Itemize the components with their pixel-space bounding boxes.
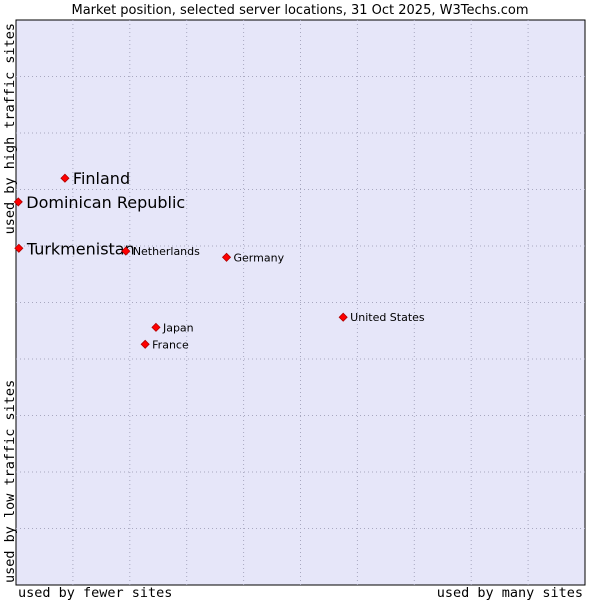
chart-title: Market position, selected server locatio…	[71, 3, 528, 18]
label-germany: Germany	[234, 251, 285, 264]
point-france	[140, 339, 150, 349]
x-label-right: used by many sites	[437, 585, 583, 600]
point-turkmenistan	[14, 243, 24, 253]
y-label-top: used by high traffic sites	[2, 23, 18, 234]
point-netherlands	[121, 246, 131, 256]
point-dominican-republic	[13, 197, 23, 207]
point-united-states	[338, 312, 348, 322]
point-finland	[60, 173, 70, 183]
label-finland: Finland	[73, 169, 130, 188]
label-japan: Japan	[162, 321, 194, 334]
label-dominican-republic: Dominican Republic	[26, 193, 185, 212]
data-points: Finland Dominican Republic TurkmenistanNet…	[13, 169, 425, 351]
x-label-left: used by fewer sites	[18, 585, 172, 600]
label-united-states: United States	[350, 311, 425, 324]
point-japan	[151, 322, 161, 332]
label-turkmenistan: Turkmenistan	[26, 239, 135, 258]
label-netherlands: Netherlands	[133, 245, 200, 258]
label-france: France	[152, 338, 189, 351]
y-label-bottom: used by low traffic sites	[2, 380, 18, 583]
point-germany	[221, 252, 232, 262]
grid-lines	[16, 20, 585, 585]
